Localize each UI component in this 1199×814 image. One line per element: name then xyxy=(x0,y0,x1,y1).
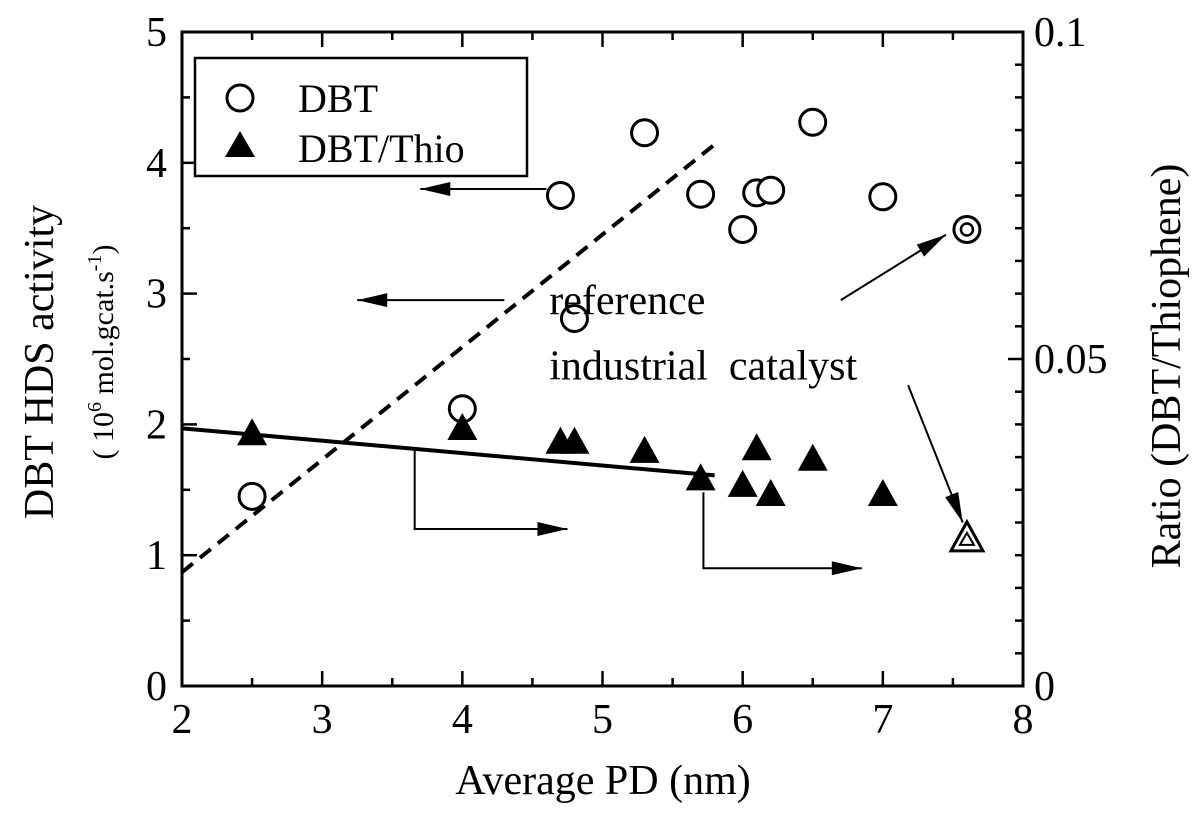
y-tick-label: 1 xyxy=(146,533,167,579)
dbt-thio-point xyxy=(741,433,772,461)
dbt-thio-point xyxy=(629,435,660,463)
dbt-thio-point xyxy=(237,418,268,446)
dbt-thio-point xyxy=(797,443,828,471)
y-tick-label: 5 xyxy=(146,10,167,56)
y2-tick-label: 0.05 xyxy=(1034,337,1108,383)
reference-ratio-point xyxy=(948,518,986,553)
x-tick-label: 4 xyxy=(452,697,473,743)
x-tick-label: 2 xyxy=(172,697,193,743)
arrow-head xyxy=(537,522,568,537)
legend-marker-dbt xyxy=(225,83,255,113)
dbt-point xyxy=(728,215,758,245)
dbt-thio-point xyxy=(755,479,786,507)
reference-dbt-point-inner xyxy=(959,222,975,237)
annotation-layer: reference industrial catalyst xyxy=(549,278,857,389)
reference-ratio-point-inner xyxy=(958,530,976,546)
x-axis-title: Average PD (nm) xyxy=(455,758,750,804)
legend-label-dbt: DBT xyxy=(298,76,378,121)
y-tick-label: 2 xyxy=(146,402,167,448)
y-axis-units: ( 106 mol.gcat.s-1) xyxy=(84,245,120,460)
dbt-point xyxy=(545,181,575,210)
dbt-point xyxy=(798,107,828,137)
dbt-point xyxy=(559,303,589,333)
y2-tick-label: 0 xyxy=(1034,664,1055,710)
x-tick-label: 3 xyxy=(312,697,333,743)
arrow-head xyxy=(945,492,963,523)
legend: DBT DBT/Thio xyxy=(193,56,529,178)
dbt-thio-point xyxy=(559,426,590,454)
arrow-head xyxy=(357,293,388,308)
legend-marker-dbt-thio xyxy=(225,131,255,157)
dbt-point xyxy=(630,118,660,148)
legend-label-dbt-thio: DBT/Thio xyxy=(298,126,465,171)
annotation-reference: reference xyxy=(549,278,705,324)
arrow-line xyxy=(702,492,862,570)
x-tick-label: 6 xyxy=(732,697,753,743)
dbt-point xyxy=(237,481,267,511)
x-tick-label: 5 xyxy=(592,697,613,743)
dbt-thio-point xyxy=(867,479,898,507)
y-tick-label: 0 xyxy=(146,664,167,710)
y-tick-label: 4 xyxy=(146,141,167,187)
y-tick-label: 3 xyxy=(146,272,167,318)
y2-axis-title: Ratio (DBT/Thiophene) xyxy=(1144,164,1190,569)
x-tick-label: 7 xyxy=(872,697,893,743)
ratio-trendline xyxy=(181,426,715,478)
y-axis-title: DBT HDS activity xyxy=(17,205,63,519)
dbt-thio-point xyxy=(727,469,758,497)
dbt-point xyxy=(868,182,898,212)
dbt-thio-point xyxy=(447,412,478,440)
dbt-thio-point xyxy=(685,463,716,491)
arrow-head xyxy=(916,234,946,257)
reference-dbt-point xyxy=(952,215,982,245)
points-layer xyxy=(237,107,986,553)
arrow-head xyxy=(420,181,451,196)
dbt-point xyxy=(686,179,716,209)
y2-tick-label: 0.1 xyxy=(1034,10,1087,56)
dbt-point xyxy=(756,175,786,205)
annotation-industrial-catalyst: industrial catalyst xyxy=(549,344,857,390)
arrow-line xyxy=(413,450,568,531)
lines-layer xyxy=(180,142,716,574)
arrows-layer xyxy=(357,181,964,576)
arrow-head xyxy=(831,561,862,576)
x-tick-label: 8 xyxy=(1013,697,1034,743)
